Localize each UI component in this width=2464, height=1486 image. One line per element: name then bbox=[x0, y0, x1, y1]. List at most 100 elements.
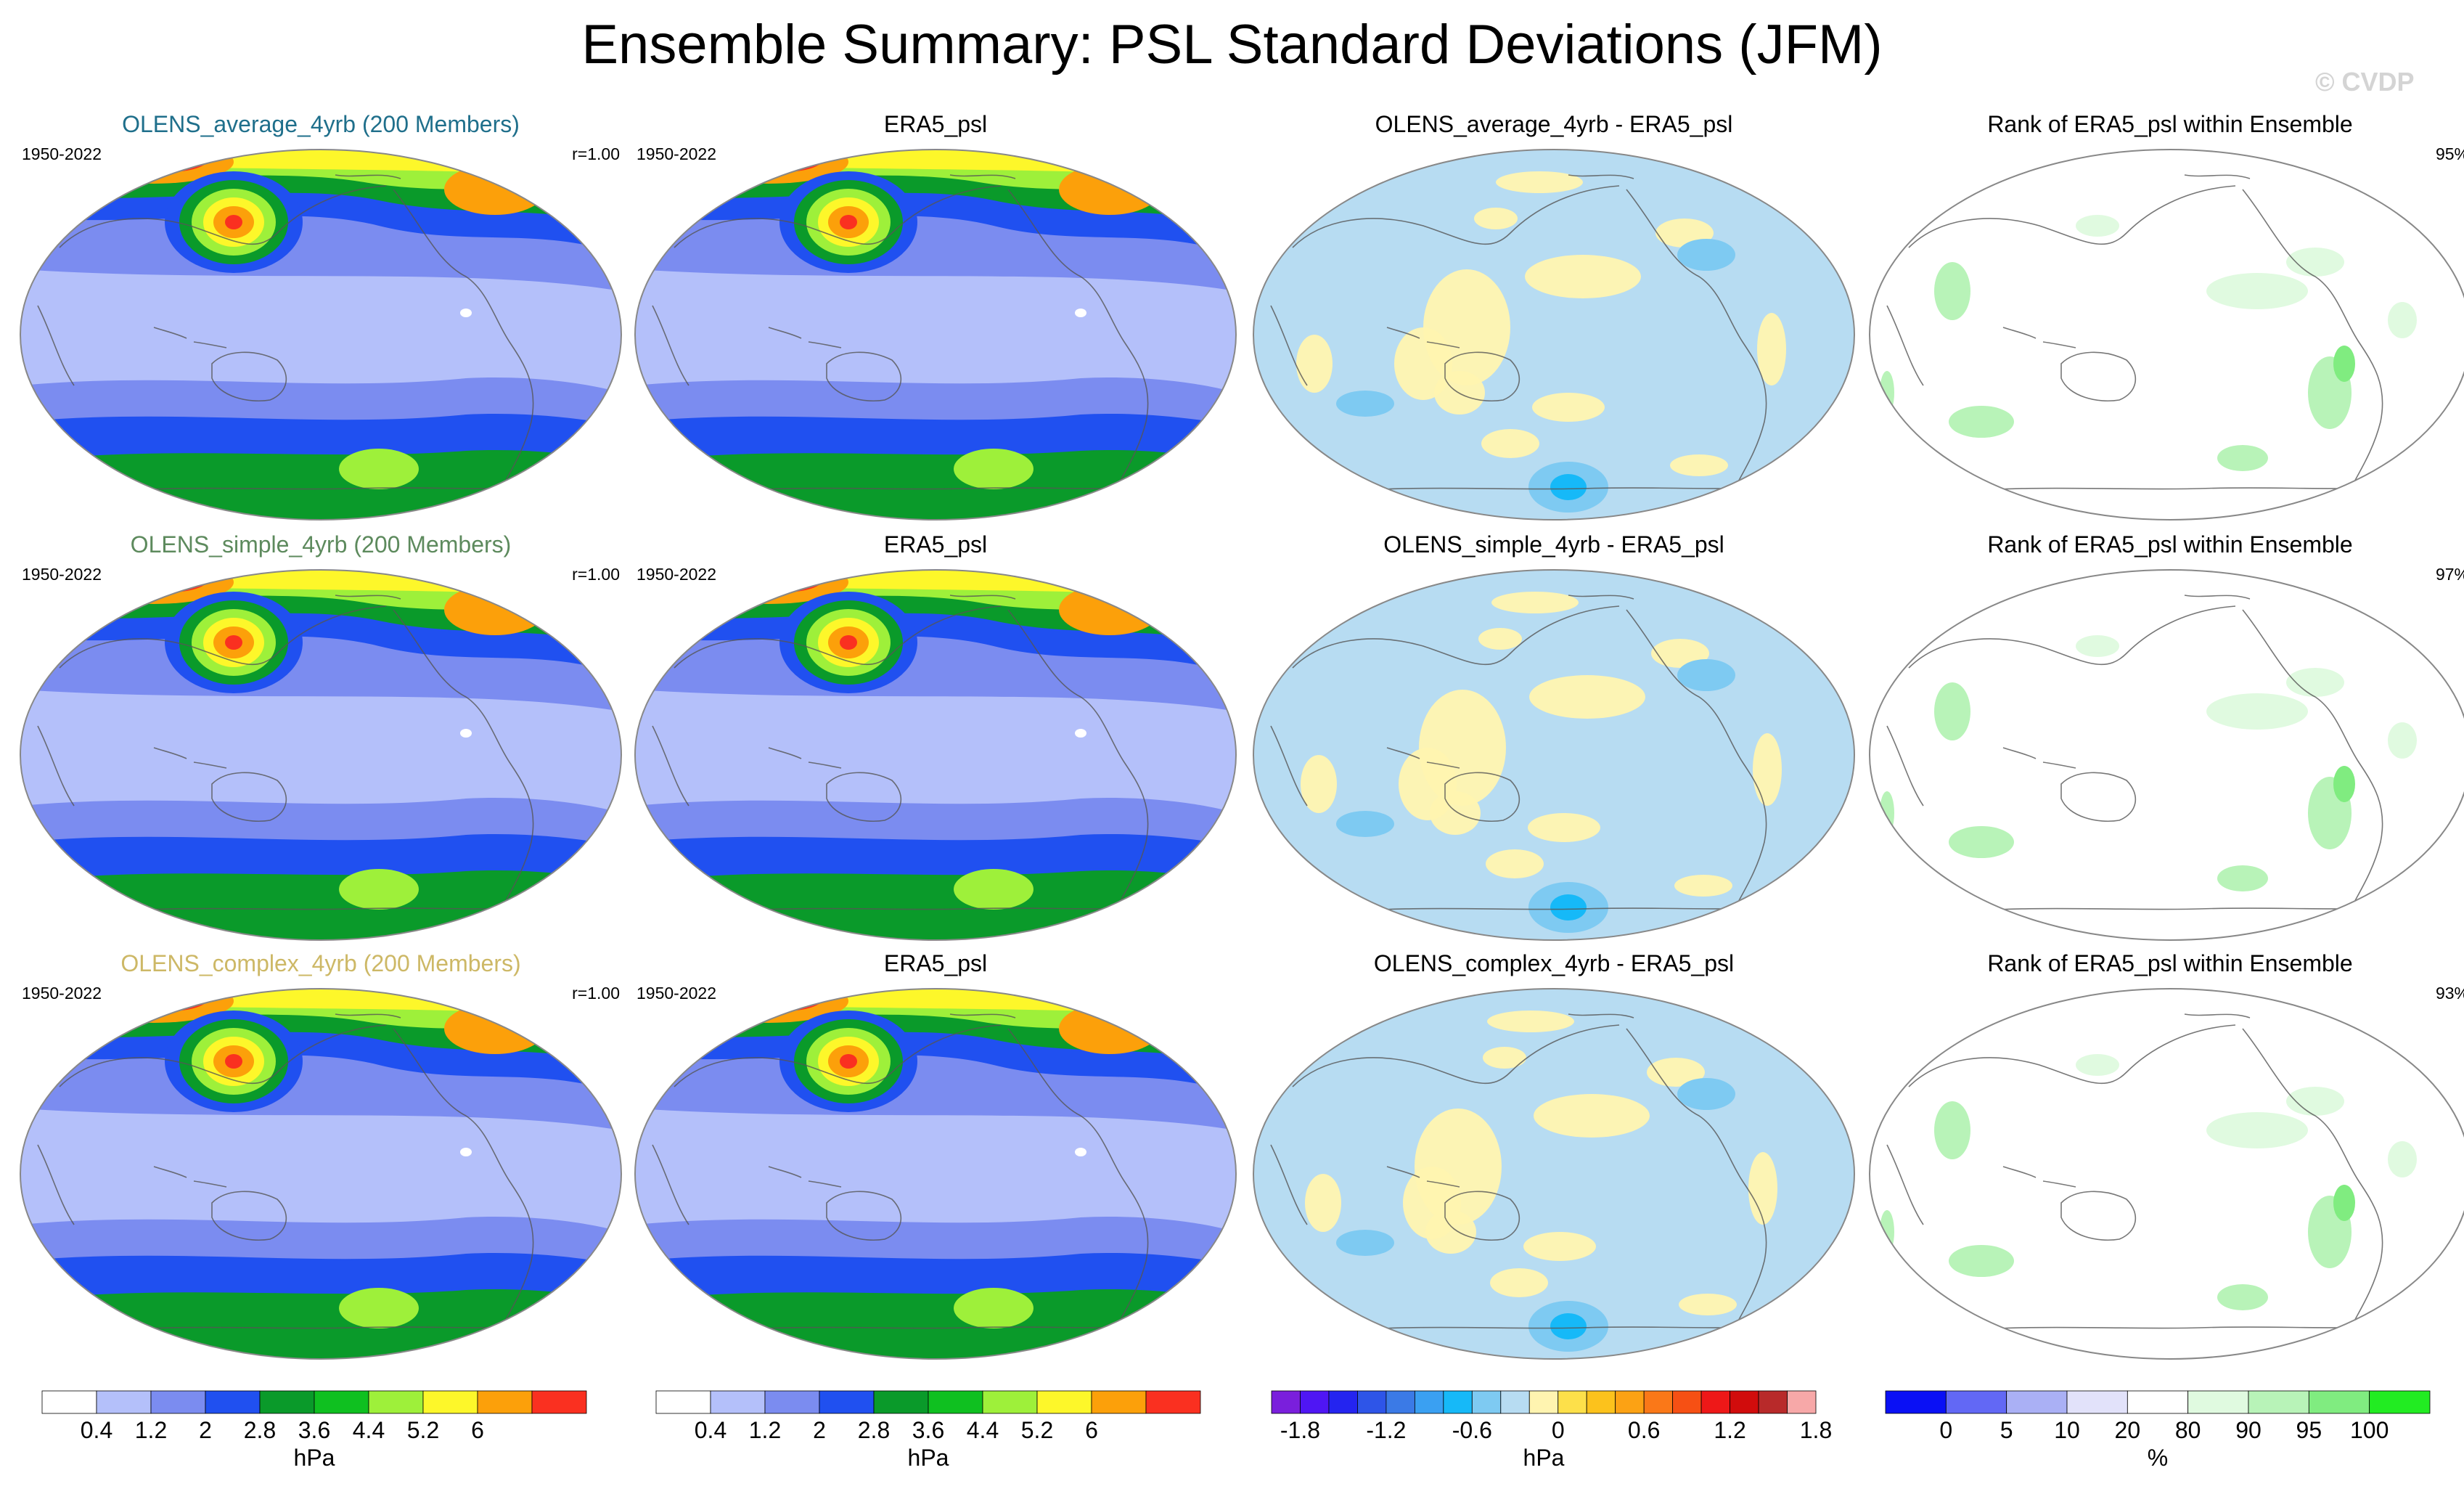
positive-difference-patch bbox=[1483, 1047, 1526, 1069]
colorbar-swatch bbox=[41, 1390, 97, 1414]
south-max-lime bbox=[954, 449, 1034, 489]
colorbar-tick-label: 6 bbox=[471, 1417, 484, 1443]
colorbar-tick-label: 2 bbox=[813, 1417, 826, 1443]
coastline bbox=[1007, 609, 1149, 908]
colorbar-tick-label: 5.2 bbox=[407, 1417, 439, 1443]
coastline bbox=[2242, 609, 2383, 908]
figure-title: Ensemble Summary: PSL Standard Deviation… bbox=[581, 14, 1883, 75]
positive-difference-patch bbox=[1753, 733, 1782, 806]
colorbar-swatch bbox=[1443, 1390, 1473, 1414]
map-border bbox=[1869, 988, 2464, 1360]
high-rank-patch bbox=[2076, 215, 2119, 237]
positive-difference-patch bbox=[1301, 755, 1337, 813]
map-border bbox=[1253, 569, 1855, 941]
correlation-label: r=1.00 bbox=[572, 984, 620, 1003]
negative-difference-patch bbox=[1336, 811, 1394, 837]
coastline bbox=[1444, 772, 1520, 822]
colorbar-swatch bbox=[1036, 1390, 1092, 1414]
colorbar-tick-label: 4.4 bbox=[967, 1417, 999, 1443]
coastline bbox=[949, 174, 1016, 179]
period-label: 1950-2022 bbox=[22, 565, 102, 584]
coastline bbox=[59, 605, 387, 669]
high-rank-patch bbox=[1880, 791, 1894, 835]
colorbar-swatch bbox=[314, 1390, 369, 1414]
colorbar-swatch bbox=[1758, 1390, 1788, 1414]
coastline bbox=[335, 174, 401, 179]
positive-difference-patch bbox=[1748, 1152, 1777, 1225]
colorbar-swatch bbox=[1271, 1390, 1301, 1414]
coastline bbox=[1886, 725, 1924, 807]
positive-difference-patch bbox=[1478, 628, 1522, 650]
map-border bbox=[20, 569, 622, 941]
colorbar-swatch bbox=[1700, 1390, 1730, 1414]
high-rank-patch bbox=[2388, 302, 2417, 338]
colorbar-tick-label: 95 bbox=[2296, 1417, 2322, 1443]
rank-percentage: 97% bbox=[2436, 565, 2464, 584]
colorbar-tick-label: 0 bbox=[1939, 1417, 1952, 1443]
low-variance-patch bbox=[1075, 309, 1086, 317]
atlantic-max-orange bbox=[444, 164, 546, 215]
colorbar-swatch bbox=[1328, 1390, 1358, 1414]
coastline bbox=[335, 595, 401, 600]
coastline bbox=[652, 305, 689, 386]
colorbar-swatch bbox=[531, 1390, 587, 1414]
coastline bbox=[826, 351, 902, 401]
colorbar-swatch bbox=[1643, 1390, 1674, 1414]
coastline bbox=[949, 1013, 1016, 1018]
rank-map bbox=[1870, 989, 2464, 1359]
colorbar-tick-label: 10 bbox=[2054, 1417, 2080, 1443]
difference-panel-title: OLENS_simple_4yrb - ERA5_psl bbox=[1383, 531, 1724, 558]
south-max-lime bbox=[954, 869, 1034, 910]
coastline bbox=[826, 772, 902, 822]
coastline bbox=[2242, 189, 2383, 488]
model-panel-title: OLENS_average_4yrb (200 Members) bbox=[122, 111, 520, 137]
colorbar-swatch bbox=[982, 1390, 1038, 1414]
colorbar-swatch bbox=[2369, 1390, 2431, 1414]
difference-panel-title: OLENS_complex_4yrb - ERA5_psl bbox=[1374, 950, 1734, 976]
coastline bbox=[37, 305, 75, 386]
coastline bbox=[335, 1013, 401, 1018]
positive-difference-patch bbox=[1481, 429, 1539, 458]
colorbar-tick-label: 5 bbox=[2000, 1417, 2013, 1443]
coastline bbox=[1007, 1028, 1149, 1327]
coastline bbox=[1626, 189, 1767, 488]
rank-map bbox=[1870, 570, 2464, 940]
colorbar-swatch bbox=[1386, 1390, 1415, 1414]
obs-panel-title: ERA5_psl bbox=[884, 111, 987, 137]
positive-difference-patch bbox=[1490, 1268, 1548, 1297]
stddev-map bbox=[635, 989, 1236, 1359]
stddev-map bbox=[20, 150, 621, 520]
positive-difference-patch bbox=[1474, 208, 1518, 229]
south-max-lime bbox=[954, 1288, 1034, 1328]
colorbar-swatch bbox=[1300, 1390, 1330, 1414]
coastline bbox=[949, 595, 1016, 600]
stddev-map bbox=[20, 570, 621, 940]
colorbar-swatch bbox=[205, 1390, 261, 1414]
coastline bbox=[826, 1191, 902, 1241]
colorbar-swatch bbox=[1528, 1390, 1559, 1414]
south-band-green bbox=[20, 1289, 621, 1359]
positive-difference-patch bbox=[1523, 1232, 1596, 1261]
cvdp-watermark: © CVDP bbox=[2315, 67, 2415, 97]
high-rank-patch bbox=[2286, 248, 2344, 277]
high-rank-patch bbox=[2333, 766, 2355, 802]
colorbar-swatch bbox=[1885, 1390, 1947, 1414]
colorbar-tick-label: 6 bbox=[1085, 1417, 1098, 1443]
colorbar-unit-label: hPa bbox=[1523, 1445, 1565, 1471]
map-border bbox=[20, 988, 622, 1360]
coastline bbox=[1568, 174, 1634, 179]
coastline bbox=[674, 605, 1002, 669]
high-rank-patch bbox=[1880, 371, 1894, 415]
colorbar-tick-label: 90 bbox=[2235, 1417, 2262, 1443]
coastline bbox=[1292, 185, 1620, 248]
south-max-lime bbox=[339, 869, 419, 910]
coastline bbox=[1568, 595, 1634, 600]
colorbar-tick-label: 0 bbox=[1552, 1417, 1565, 1443]
atlantic-max-orange bbox=[444, 584, 546, 635]
colorbar-swatch bbox=[1787, 1390, 1817, 1414]
period-label: 1950-2022 bbox=[637, 565, 716, 584]
high-rank-patch bbox=[2333, 346, 2355, 382]
colorbar-tick-label: 1.2 bbox=[1714, 1417, 1745, 1443]
colorbar-tick-label: -1.2 bbox=[1366, 1417, 1406, 1443]
